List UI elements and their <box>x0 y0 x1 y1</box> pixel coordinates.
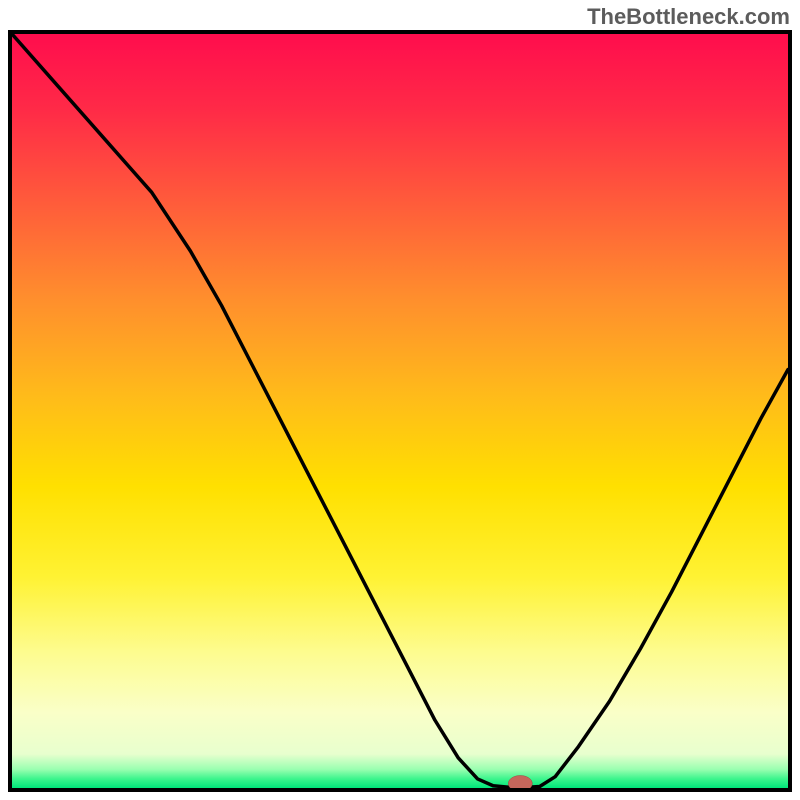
watermark-text: TheBottleneck.com <box>587 4 790 30</box>
chart-container: TheBottleneck.com <box>0 0 800 800</box>
plot-background <box>12 34 788 788</box>
bottleneck-chart <box>0 0 800 800</box>
